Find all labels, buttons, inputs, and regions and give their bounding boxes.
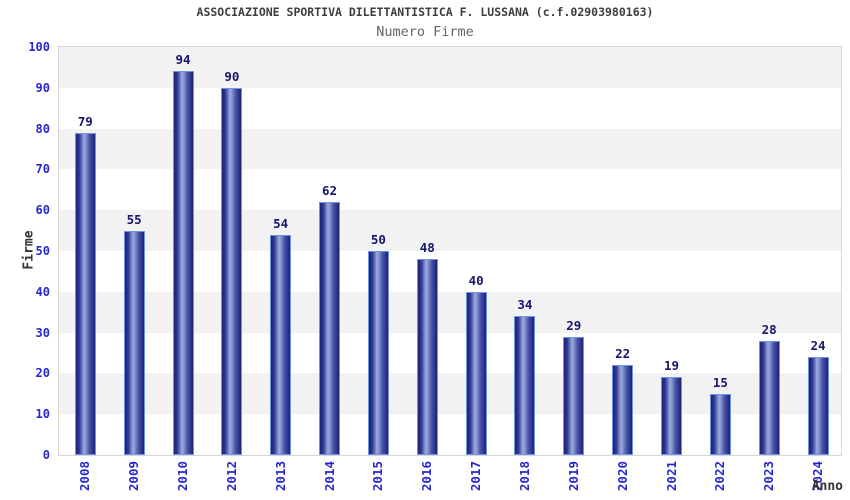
- x-tick-label-2013: 2013: [272, 461, 288, 492]
- x-tick-label-2023: 2023: [761, 461, 777, 492]
- chart-title: ASSOCIAZIONE SPORTIVA DILETTANTISTICA F.…: [196, 5, 654, 19]
- bar-value-label-2017: 40: [468, 272, 484, 288]
- bar-2012: [221, 87, 243, 455]
- bar-2016: [416, 259, 438, 455]
- bar-2019: [563, 336, 585, 455]
- y-tick-label-40: 40: [35, 284, 50, 299]
- x-tick-label-2019: 2019: [565, 461, 581, 492]
- x-tick-label-2012: 2012: [223, 461, 239, 492]
- bar-value-label-2008: 79: [77, 113, 93, 129]
- x-tick-label-2021: 2021: [663, 461, 679, 492]
- bar-value-label-2014: 62: [322, 183, 338, 199]
- x-tick-label-2015: 2015: [370, 461, 386, 492]
- y-tick-label-80: 80: [35, 121, 50, 136]
- bar-value-label-2019: 29: [566, 317, 582, 333]
- x-tick-label-2018: 2018: [516, 461, 532, 492]
- bar-value-label-2013: 54: [273, 215, 289, 231]
- bar-2017: [465, 291, 487, 455]
- x-tick-label-2014: 2014: [321, 461, 337, 492]
- x-tick-label-2009: 2009: [126, 461, 142, 492]
- bar-value-label-2021: 19: [663, 358, 680, 374]
- bar-value-label-2020: 22: [615, 346, 631, 362]
- bar-value-label-2010: 94: [175, 52, 191, 68]
- bar-value-label-2009: 55: [126, 211, 142, 227]
- x-tick-label-2008: 2008: [77, 461, 93, 492]
- bar-value-label-2016: 48: [419, 240, 435, 256]
- bar-2014: [319, 202, 341, 455]
- y-tick-label-20: 20: [35, 366, 50, 381]
- y-tick-label-90: 90: [35, 80, 50, 95]
- x-axis-title: Anno: [811, 479, 843, 494]
- bar-2008: [74, 132, 96, 455]
- x-tick-label-2022: 2022: [712, 461, 728, 492]
- x-tick-label-2020: 2020: [614, 461, 630, 492]
- bar-value-label-2022: 15: [712, 374, 728, 390]
- chart-subtitle: Numero Firme: [376, 24, 474, 40]
- y-tick-label-60: 60: [35, 203, 50, 218]
- bar-value-label-2012: 90: [224, 68, 240, 84]
- bar-2023: [758, 340, 780, 455]
- bar-2010: [172, 71, 194, 455]
- y-tick-label-100: 100: [28, 40, 50, 54]
- y-tick-label-30: 30: [35, 325, 50, 340]
- y-tick-label-50: 50: [35, 244, 50, 258]
- bar-2020: [612, 365, 634, 455]
- bar-2009: [123, 230, 145, 455]
- bar-value-label-2018: 34: [517, 297, 533, 313]
- x-tick-label-2016: 2016: [419, 461, 435, 492]
- bar-2015: [367, 251, 389, 455]
- bar-2024: [807, 357, 829, 455]
- bar-2022: [709, 393, 731, 455]
- y-tick-label-0: 0: [42, 448, 50, 462]
- bar-2018: [514, 316, 536, 455]
- y-tick-label-70: 70: [35, 162, 50, 177]
- bar-value-label-2023: 28: [761, 321, 777, 337]
- y-tick-label-10: 10: [35, 407, 50, 422]
- x-tick-label-2010: 2010: [175, 461, 190, 492]
- bar-value-label-2024: 24: [810, 338, 826, 354]
- x-tick-label-2017: 2017: [468, 461, 484, 492]
- bar-value-label-2015: 50: [370, 232, 386, 247]
- plot-area: 79 55 94 90 54 62 50 48 40 34 29 22 19 15 28 24: [58, 46, 842, 456]
- bar-2021: [661, 377, 682, 455]
- bar-2013: [270, 234, 292, 455]
